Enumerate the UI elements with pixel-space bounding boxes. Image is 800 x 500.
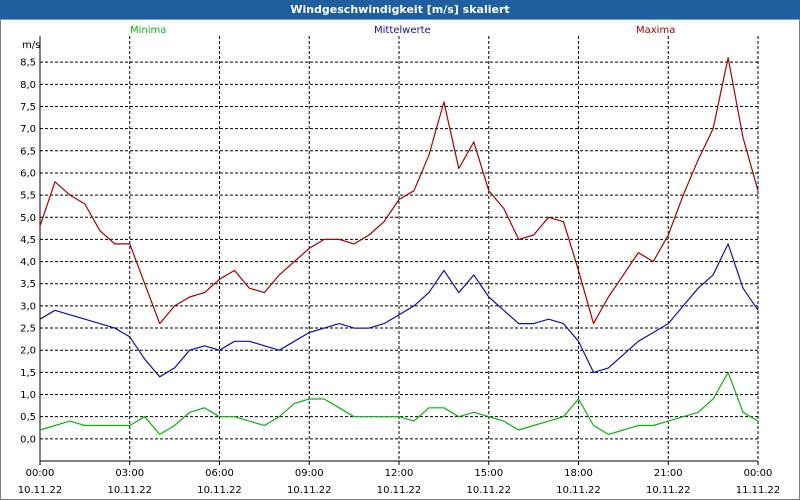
y-tick-label: 3,5: [20, 279, 36, 290]
x-tick-date: 10.11.22: [107, 485, 152, 496]
x-tick-date: 10.11.22: [287, 485, 332, 496]
series-minima-line: [39, 371, 759, 435]
y-tick-label: 0,5: [20, 412, 36, 423]
y-tick-label: 5,0: [20, 213, 36, 224]
x-tick-date: 10.11.22: [18, 485, 63, 496]
x-tick-time: 00:00: [26, 468, 55, 479]
x-tick-time: 21:00: [654, 468, 683, 479]
y-tick-label: 4,5: [20, 235, 36, 246]
series-mittelwerte-line: [39, 243, 759, 378]
x-tick-time: 12:00: [385, 468, 414, 479]
x-tick-time: 15:00: [474, 468, 503, 479]
x-tick-time: 03:00: [115, 468, 144, 479]
y-tick-label: 3,0: [20, 301, 36, 312]
y-tick-label: 2,0: [20, 346, 36, 357]
x-tick-time: 09:00: [295, 468, 324, 479]
y-tick-label: 4,0: [20, 257, 36, 268]
chart-title: Windgeschwindigkeit [m/s] skaliert: [0, 0, 800, 20]
y-tick-label: 1,5: [20, 368, 36, 379]
y-axis-unit: m/s: [22, 40, 40, 51]
y-tick-label: 6,5: [20, 146, 36, 157]
x-tick-date: 11.11.22: [736, 485, 781, 496]
x-tick-date: 10.11.22: [556, 485, 601, 496]
x-tick-date: 10.11.22: [197, 485, 242, 496]
legend-minima: Minima: [130, 25, 167, 36]
y-tick-label: 8,0: [20, 80, 36, 91]
y-tick-label: 6,0: [20, 168, 36, 179]
x-tick-date: 10.11.22: [646, 485, 691, 496]
y-tick-label: 0,0: [20, 434, 36, 445]
x-tick-date: 10.11.22: [377, 485, 422, 496]
y-tick-label: 8,5: [20, 58, 36, 69]
series-maxima-line: [39, 57, 759, 325]
x-tick-time: 00:00: [744, 468, 773, 479]
legend-mittelwerte: Mittelwerte: [374, 25, 431, 36]
x-tick-time: 18:00: [564, 468, 593, 479]
y-tick-label: 7,0: [20, 124, 36, 135]
x-tick-time: 06:00: [205, 468, 234, 479]
x-tick-date: 10.11.22: [466, 485, 511, 496]
y-tick-label: 7,5: [20, 102, 36, 113]
y-tick-label: 2,5: [20, 324, 36, 335]
legend-maxima: Maxima: [636, 25, 676, 36]
y-tick-label: 1,0: [20, 390, 36, 401]
y-tick-label: 5,5: [20, 191, 36, 202]
